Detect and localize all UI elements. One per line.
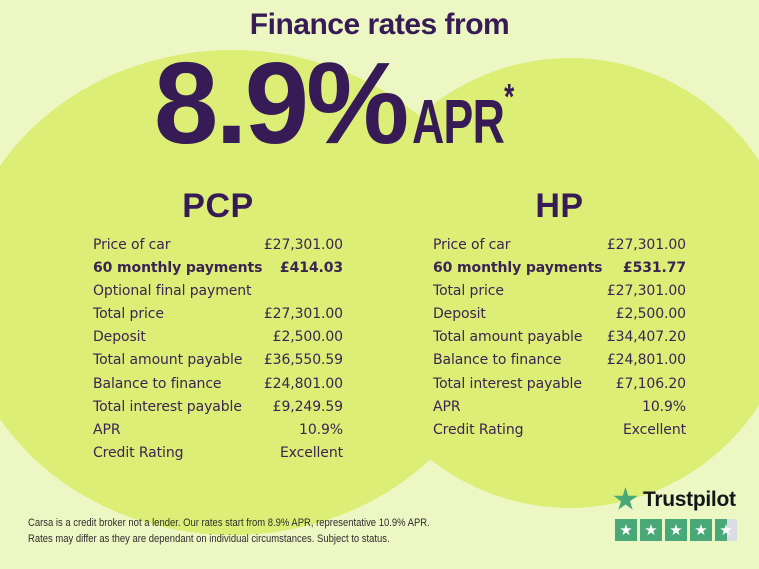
pcp-heading: PCP [182, 187, 254, 225]
hero-rate-group: 8.9% APR* [0, 45, 733, 161]
row-label: Price of car [93, 237, 171, 253]
row-value: £531.77 [622, 260, 686, 277]
row-value: Excellent [279, 444, 343, 461]
row-value: Excellent [622, 421, 686, 438]
row-value: £2,500.00 [272, 329, 343, 346]
row-value: £24,801.00 [263, 375, 343, 392]
row-label: APR [433, 398, 461, 415]
page-title: Finance rates from [249, 8, 510, 41]
row-label: Total price [433, 283, 504, 300]
pcp-rows: Price of car £27,301.00 60 monthly paymen… [93, 234, 343, 465]
row-value: £7,106.20 [615, 375, 686, 392]
table-row: Balance to finance £24,801.00 [93, 373, 343, 396]
table-row: Deposit £2,500.00 [433, 303, 686, 326]
disclaimer-line-1: Carsa is a credit broker not a lender. O… [28, 517, 430, 529]
apr-asterisk: * [504, 76, 514, 117]
row-label: 60 monthly payments [433, 260, 603, 277]
row-label: Balance to finance [433, 352, 562, 369]
row-label: Balance to finance [93, 375, 222, 392]
row-label: 60 monthly payments [93, 260, 263, 277]
row-value: £2,500.00 [615, 306, 686, 323]
table-row: Total amount payable £36,550.59 [93, 349, 343, 372]
table-row: Optional final payment [93, 280, 343, 303]
row-label: Optional final payment [93, 283, 252, 300]
row-label: Deposit [433, 306, 486, 323]
row-value: £27,301.00 [606, 237, 686, 253]
star-icon: ★ [690, 519, 712, 541]
apr-text: APR [412, 88, 505, 157]
row-value: £9,249.59 [272, 398, 343, 415]
row-label: Deposit [93, 329, 146, 346]
row-value: £27,301.00 [263, 306, 343, 323]
table-row: Balance to finance £24,801.00 [433, 349, 686, 372]
table-row: 60 monthly payments £414.03 [93, 257, 343, 280]
background-circle-right [345, 58, 759, 508]
star-icon: ★ [665, 519, 687, 541]
trustpilot-brand: Trustpilot [613, 487, 737, 512]
row-value: £36,550.59 [263, 352, 343, 369]
row-label: Total amount payable [433, 329, 583, 346]
row-label: Total interest payable [93, 398, 242, 415]
hero-rate-value: 8.9% [153, 38, 409, 168]
table-row: APR 10.9% [93, 419, 343, 442]
row-value: £34,407.20 [606, 329, 686, 346]
legal-disclaimer: Carsa is a credit broker not a lender. O… [28, 516, 432, 547]
trustpilot-brand-name: Trustpilot [643, 487, 736, 511]
hero-apr-label: APR* [412, 79, 514, 154]
table-row: Deposit £2,500.00 [93, 326, 343, 349]
row-value: 10.9% [299, 421, 343, 438]
table-row: Price of car £27,301.00 [93, 234, 343, 257]
star-icon: ★ [640, 519, 662, 541]
row-label: Total amount payable [93, 352, 243, 369]
table-row: APR 10.9% [433, 396, 686, 419]
trustpilot-rating-stars: ★ ★ ★ ★ ★ [615, 519, 737, 541]
table-row: Price of car £27,301.00 [433, 234, 686, 257]
hp-table: HP Price of car £27,301.00 60 monthly pay… [433, 186, 686, 442]
hp-heading: HP [535, 187, 584, 225]
trustpilot-star-icon [613, 487, 638, 510]
table-row: Total interest payable £9,249.59 [93, 396, 343, 419]
table-row: Credit Rating Excellent [93, 442, 343, 465]
star-icon: ★ [615, 519, 637, 541]
row-value: £414.03 [279, 260, 343, 277]
table-row: Total interest payable £7,106.20 [433, 373, 686, 396]
table-row: Total amount payable £34,407.20 [433, 326, 686, 349]
row-label: Credit Rating [93, 444, 184, 461]
row-label: APR [93, 421, 121, 438]
row-label: Credit Rating [433, 421, 524, 438]
pcp-table: PCP Price of car £27,301.00 60 monthly pa… [93, 186, 343, 465]
row-value: £27,301.00 [263, 237, 343, 253]
row-value: £27,301.00 [606, 283, 686, 300]
row-label: Price of car [433, 237, 511, 253]
table-row: 60 monthly payments £531.77 [433, 257, 686, 280]
row-value: 10.9% [642, 398, 686, 415]
table-row: Total price £27,301.00 [433, 280, 686, 303]
half-star-icon: ★ [715, 519, 737, 541]
table-row: Total price £27,301.00 [93, 303, 343, 326]
row-label: Total price [93, 306, 164, 323]
table-row: Credit Rating Excellent [433, 419, 686, 442]
hp-rows: Price of car £27,301.00 60 monthly paymen… [433, 234, 686, 442]
row-value: £24,801.00 [606, 352, 686, 369]
trustpilot-widget[interactable]: Trustpilot ★ ★ ★ ★ ★ [613, 487, 737, 541]
row-label: Total interest payable [433, 375, 582, 392]
disclaimer-line-2: Rates may differ as they are dependant o… [28, 532, 390, 545]
